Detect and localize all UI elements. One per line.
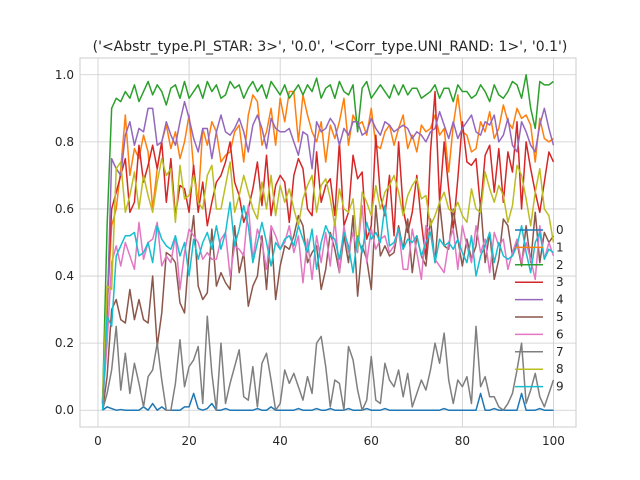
legend-label-5: 5 [556,310,564,324]
x-tick-label: 20 [181,434,196,448]
series-line-1 [101,90,554,401]
x-tick-label: 0 [94,434,102,448]
y-tick-label: 1.0 [55,68,74,82]
legend-label-7: 7 [556,345,564,359]
x-tick-label: 60 [364,434,379,448]
x-tick-label: 80 [455,434,470,448]
series-line-8 [101,157,555,401]
y-tick-label: 0.8 [55,135,74,149]
x-tick-label: 40 [273,434,288,448]
y-tick-label: 0.4 [55,269,74,283]
series-line-2 [101,74,554,404]
series-line-0 [102,392,554,411]
legend-label-8: 8 [556,362,564,376]
legend-label-6: 6 [556,327,564,341]
legend-label-1: 1 [556,240,564,254]
series-lines [101,74,555,411]
x-axis-ticks: 0 20 40 60 80 100 [94,434,565,448]
series-line-4 [101,100,555,404]
legend-label-3: 3 [556,275,564,289]
legend-label-9: 9 [556,380,564,394]
axes-frame [79,57,577,428]
plot-area [79,57,577,428]
legend-label-4: 4 [556,293,564,307]
series-line-7 [101,315,555,411]
y-tick-label: 0.2 [55,336,74,350]
x-tick-label: 100 [542,434,565,448]
legend-label-0: 0 [556,223,564,237]
series-line-6 [101,204,555,407]
series-line-9 [101,201,554,411]
y-axis-ticks: 0.0 0.2 0.4 0.6 0.8 1.0 [55,68,74,417]
y-tick-label: 0.0 [55,403,74,417]
chart-title: ('<Abstr_type.PI_STAR: 3>', '0.0', '<Cor… [93,39,568,55]
legend: 0 1 2 3 4 5 6 7 8 9 [515,223,564,394]
y-tick-label: 0.6 [55,202,74,216]
legend-label-2: 2 [556,258,564,272]
